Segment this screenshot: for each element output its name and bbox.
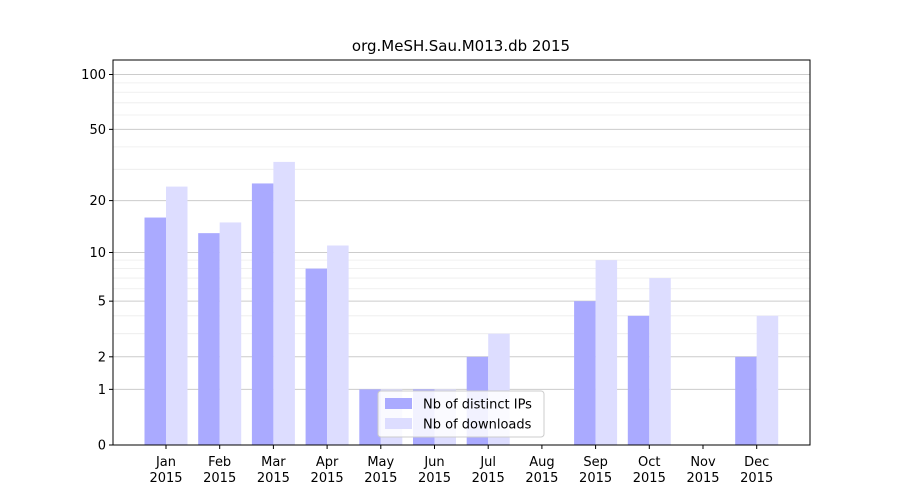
x-tick-label: May 2015 <box>364 455 397 486</box>
x-tick-label: Mar 2015 <box>257 455 290 486</box>
bar-downloads <box>649 278 671 445</box>
y-tick-label: 2 <box>98 350 106 365</box>
bar-downloads <box>219 222 242 445</box>
bar-distinct-ips <box>574 301 596 445</box>
x-tick-label: Nov 2015 <box>686 455 719 486</box>
legend: Nb of distinct IPs Nb of downloads <box>377 390 545 438</box>
x-tick-label: Aug 2015 <box>525 455 558 486</box>
legend-box <box>377 390 545 438</box>
x-tick-label: Feb 2015 <box>203 455 236 486</box>
bar-downloads <box>756 315 779 445</box>
x-tick-label: Apr 2015 <box>311 455 344 486</box>
bar-downloads <box>327 245 349 445</box>
x-axis: Jan 2015 Feb 2015 Mar 2015 Apr 2015 May 2015 Jun 20… <box>149 445 773 486</box>
bar-distinct-ips <box>735 356 757 445</box>
chart-title: org.MeSH.Sau.M013.db 2015 <box>352 37 570 55</box>
bar-downloads <box>273 161 295 445</box>
x-tick-label: Jun 2015 <box>418 455 451 486</box>
legend-swatch <box>385 398 412 409</box>
y-tick-label: 10 <box>89 246 106 261</box>
bar-distinct-ips <box>144 217 166 445</box>
bar-distinct-ips <box>251 183 274 445</box>
legend-label: Nb of distinct IPs <box>423 398 532 413</box>
y-tick-label: 0 <box>98 439 106 454</box>
y-tick-label: 5 <box>98 295 106 310</box>
bar-downloads <box>595 260 618 445</box>
y-tick-label: 50 <box>89 123 106 138</box>
x-tick-label: Oct 2015 <box>633 455 666 486</box>
legend-swatch <box>385 418 412 429</box>
y-tick-label: 100 <box>81 68 106 83</box>
x-tick-label: Jul 2015 <box>472 455 505 486</box>
y-tick-label: 20 <box>89 194 106 209</box>
x-tick-label: Sep 2015 <box>579 455 612 486</box>
x-tick-label: Jan 2015 <box>149 455 182 486</box>
legend-label: Nb of downloads <box>423 418 532 433</box>
bar-distinct-ips <box>627 315 650 445</box>
x-tick-label: Dec 2015 <box>740 455 773 486</box>
bar-distinct-ips <box>198 233 220 445</box>
bar-distinct-ips <box>305 268 328 445</box>
y-axis: 0 1 2 5 10 20 50 100 <box>81 68 113 454</box>
bar-downloads <box>166 186 188 445</box>
bar-distinct-ips <box>359 389 381 445</box>
y-tick-label: 1 <box>98 383 106 398</box>
